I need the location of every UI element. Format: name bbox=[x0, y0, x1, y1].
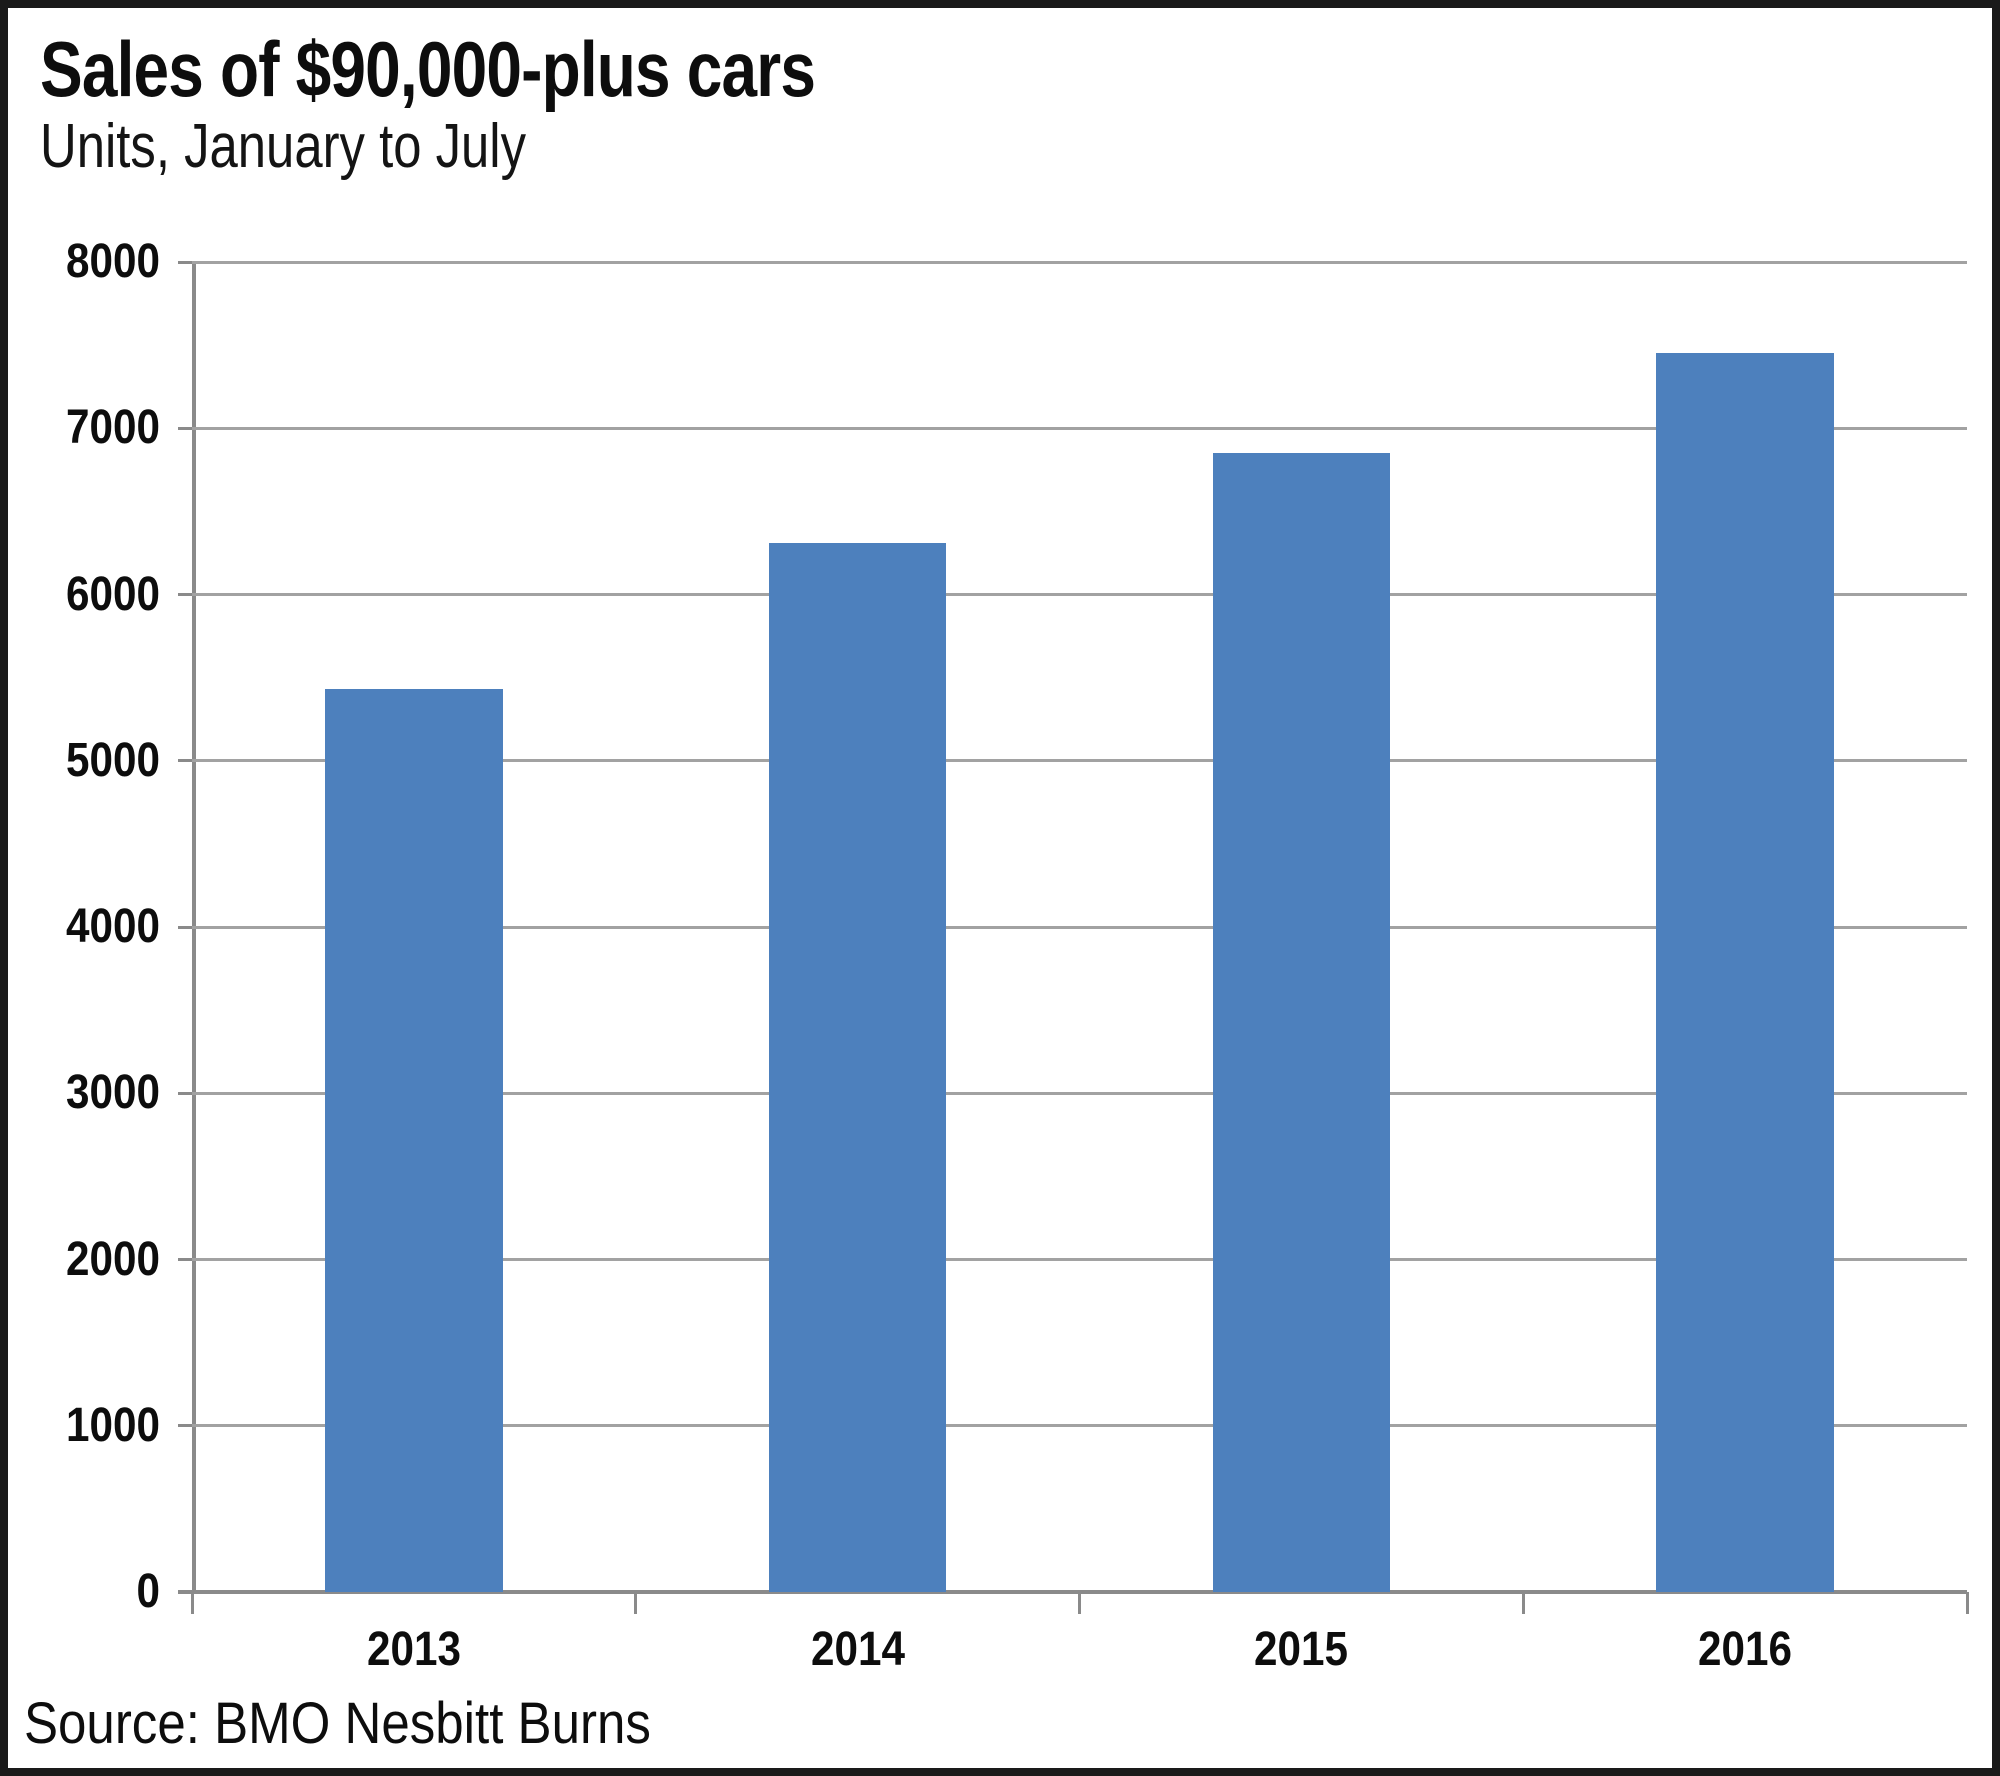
bar-2016 bbox=[1656, 353, 1834, 1592]
bar-2014 bbox=[768, 542, 947, 1592]
plot-area: 0 1000 2000 3000 4000 5000 6000 7000 8000 2013 201… bbox=[66, 235, 1969, 1676]
x-boundary-tick bbox=[1965, 1592, 1969, 1614]
y-tick-label: 1000 bbox=[66, 1398, 160, 1452]
gridline-6000 bbox=[192, 593, 1967, 596]
gridline-4000 bbox=[192, 925, 1967, 929]
gridline-3000 bbox=[192, 1091, 1967, 1095]
y-tick-2000 bbox=[178, 1258, 192, 1261]
y-tick-label: 0 bbox=[136, 1565, 160, 1618]
x-tick-label: 2014 bbox=[810, 1623, 905, 1676]
page-title: Sales of $90,000-plus cars bbox=[40, 25, 816, 113]
y-tick-5000 bbox=[178, 759, 192, 763]
gridline-2000 bbox=[192, 1258, 1967, 1261]
gridline-8000 bbox=[192, 260, 1967, 264]
y-tick-label: 2000 bbox=[66, 1232, 160, 1286]
x-boundary-tick bbox=[1078, 1592, 1081, 1614]
y-tick-label: 3000 bbox=[66, 1066, 160, 1120]
bar-2013 bbox=[325, 689, 503, 1592]
x-boundary-tick bbox=[190, 1592, 194, 1614]
y-tick-1000 bbox=[178, 1424, 192, 1428]
y-tick-8000 bbox=[178, 260, 192, 264]
y-tick-label: 8000 bbox=[66, 235, 160, 288]
page-subtitle: Units, January to July bbox=[40, 112, 527, 181]
x-axis-line bbox=[178, 1590, 1967, 1594]
x-boundary-tick bbox=[634, 1592, 638, 1614]
y-tick-label: 7000 bbox=[66, 401, 160, 455]
y-tick-0 bbox=[178, 1590, 192, 1594]
y-tick-label: 6000 bbox=[66, 567, 160, 621]
y-tick-3000 bbox=[178, 1091, 192, 1095]
y-tick-label: 5000 bbox=[66, 733, 160, 787]
x-tick-label: 2013 bbox=[366, 1623, 461, 1676]
y-tick-4000 bbox=[178, 925, 192, 929]
source-note: Source: BMO Nesbitt Burns bbox=[24, 1691, 651, 1756]
x-tick-label: 2015 bbox=[1254, 1623, 1349, 1676]
gridline-7000 bbox=[192, 426, 1967, 430]
gridline-5000 bbox=[192, 759, 1967, 763]
gridline-1000 bbox=[192, 1424, 1967, 1428]
y-tick-6000 bbox=[178, 593, 192, 596]
x-tick-label: 2016 bbox=[1698, 1623, 1793, 1676]
bar-2015 bbox=[1212, 453, 1391, 1592]
x-boundary-tick bbox=[1521, 1592, 1525, 1614]
y-tick-label: 4000 bbox=[66, 900, 160, 953]
y-tick-7000 bbox=[178, 426, 192, 430]
